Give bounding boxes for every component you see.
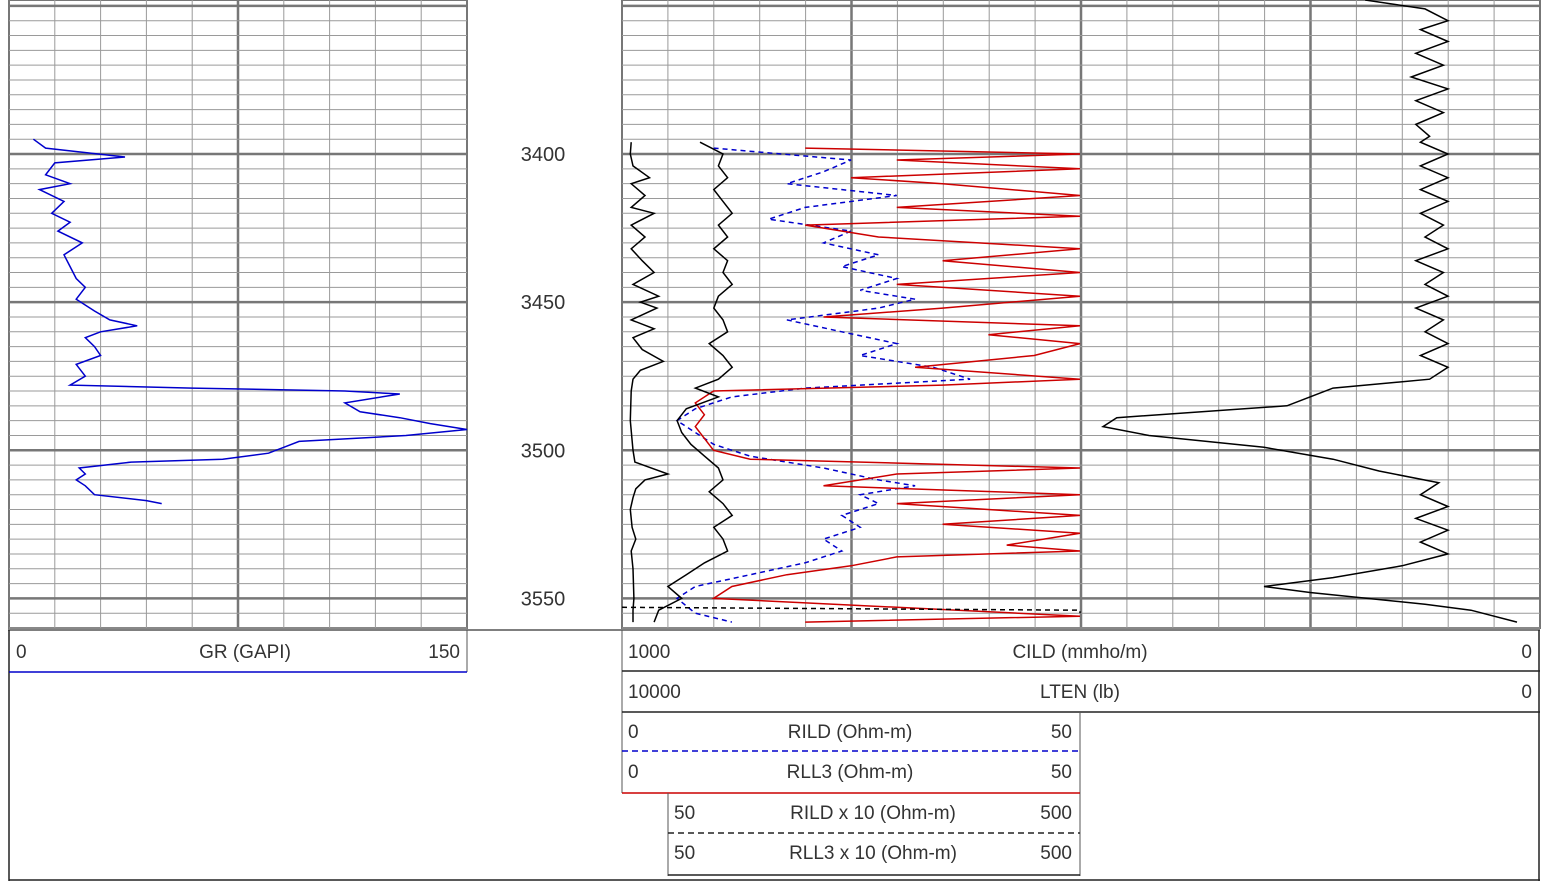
depth-tick-label: 3500 [521, 440, 566, 462]
rild-header: 0 RILD (Ohm-m) 50 [622, 712, 1081, 876]
gr-header: 0 GR (GAPI) 150 [9, 630, 468, 673]
rild-header-min: 0 [628, 722, 639, 743]
curve-cild-track-2-3-0 [653, 141, 734, 623]
rll310-header-label: RLL3 x 10 (Ohm-m) [789, 843, 957, 864]
rll310-header-min: 50 [674, 843, 695, 864]
track-grids [8, 0, 1541, 629]
rild-header-label: RILD (Ohm-m) [788, 722, 913, 743]
curve-rll3-track-2-1 [694, 147, 1081, 623]
lten-header-min: 10000 [628, 682, 681, 703]
rll3-header-min: 0 [628, 762, 639, 783]
rll3-header-max: 50 [1051, 762, 1072, 783]
rll310-header-max: 500 [1040, 843, 1072, 864]
cild-header: 1000 CILD (mmho/m) 0 [621, 630, 1540, 793]
cild-header-label: CILD (mmho/m) [1012, 642, 1147, 663]
rild10-header: 50 RILD x 10 (Ohm-m) 500 [667, 793, 1080, 876]
curve-gr-track-1-0 [32, 138, 468, 505]
rild10-header-max: 500 [1040, 803, 1072, 824]
rild10-header-min: 50 [674, 803, 695, 824]
rll3-header: 0 RLL3 (Ohm-m) 50 [622, 762, 1080, 794]
depth-tick-label: 3400 [521, 144, 566, 166]
curve-header-panel: 0 GR (GAPI) 150 1000 CILD (mmho/m) 0 100… [8, 629, 1540, 881]
log-curves [32, 0, 1518, 623]
rild10-header-label: RILD x 10 (Ohm-m) [790, 803, 956, 824]
gr-header-label: GR (GAPI) [199, 642, 291, 663]
curve-rild-track-2-2 [621, 606, 1081, 614]
rild-header-max: 50 [1051, 722, 1072, 743]
depth-tick-labels: 3400 3450 3500 3550 [521, 144, 566, 610]
track-2-3-grid [621, 0, 1541, 629]
lten-header-max: 0 [1521, 682, 1532, 703]
curve-lten-track-2-3-1 [629, 142, 671, 623]
cild-header-max: 0 [1521, 642, 1532, 663]
gr-header-max: 150 [428, 642, 460, 663]
lten-header: 10000 LTEN (lb) 0 [622, 682, 1540, 713]
track-1-grid [8, 0, 468, 629]
curve-track3-track-3-0 [1101, 0, 1518, 623]
cild-header-min: 1000 [628, 642, 670, 663]
depth-tick-label: 3550 [521, 588, 566, 610]
depth-tick-label: 3450 [521, 292, 566, 314]
lten-header-label: LTEN (lb) [1040, 682, 1120, 703]
rll310-header: 50 RLL3 x 10 (Ohm-m) 500 [668, 843, 1080, 876]
gr-header-min: 0 [16, 642, 27, 663]
rll3-header-label: RLL3 (Ohm-m) [787, 762, 914, 783]
